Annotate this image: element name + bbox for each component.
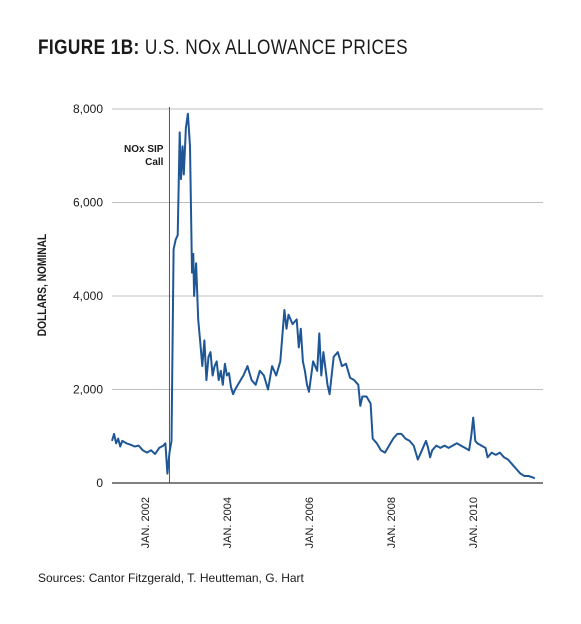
x-tick-label: JAN. 2006 — [304, 497, 316, 548]
line-chart: 0 2,000 4,000 6,000 8,000 JAN. 2002 JAN. 2004… — [36, 102, 543, 548]
gridlines — [112, 108, 543, 484]
nox-sip-call-label: NOx SIP Call — [124, 144, 164, 168]
x-tick-label: JAN. 2004 — [222, 497, 234, 548]
y-tick-label: 0 — [96, 476, 103, 490]
y-tick-label: 4,000 — [73, 289, 103, 303]
chart-title: FIGURE 1B: U.S. NOx ALLOWANCE PRICES — [38, 36, 408, 60]
y-tick-label: 6,000 — [73, 196, 103, 210]
x-tick-labels: JAN. 2002 JAN. 2004 JAN. 2006 JAN. 2008 JAN.… — [140, 497, 480, 548]
allowance-price-line — [111, 112, 536, 480]
y-tick-labels: 0 2,000 4,000 6,000 8,000 — [73, 102, 103, 490]
x-tick-label: JAN. 2010 — [468, 497, 480, 548]
x-tick-label: JAN. 2002 — [140, 497, 152, 548]
y-axis-label: DOLLARS, NOMINAL — [36, 234, 49, 337]
source-note: Sources: Cantor Fitzgerald, T. Heutteman… — [38, 571, 304, 585]
figure-title: U.S. NOx ALLOWANCE PRICES — [144, 36, 409, 59]
figure-label: FIGURE 1B: — [38, 36, 140, 59]
y-tick-label: 8,000 — [73, 102, 103, 116]
x-tick-label: JAN. 2008 — [386, 497, 398, 548]
y-tick-label: 2,000 — [73, 383, 103, 397]
